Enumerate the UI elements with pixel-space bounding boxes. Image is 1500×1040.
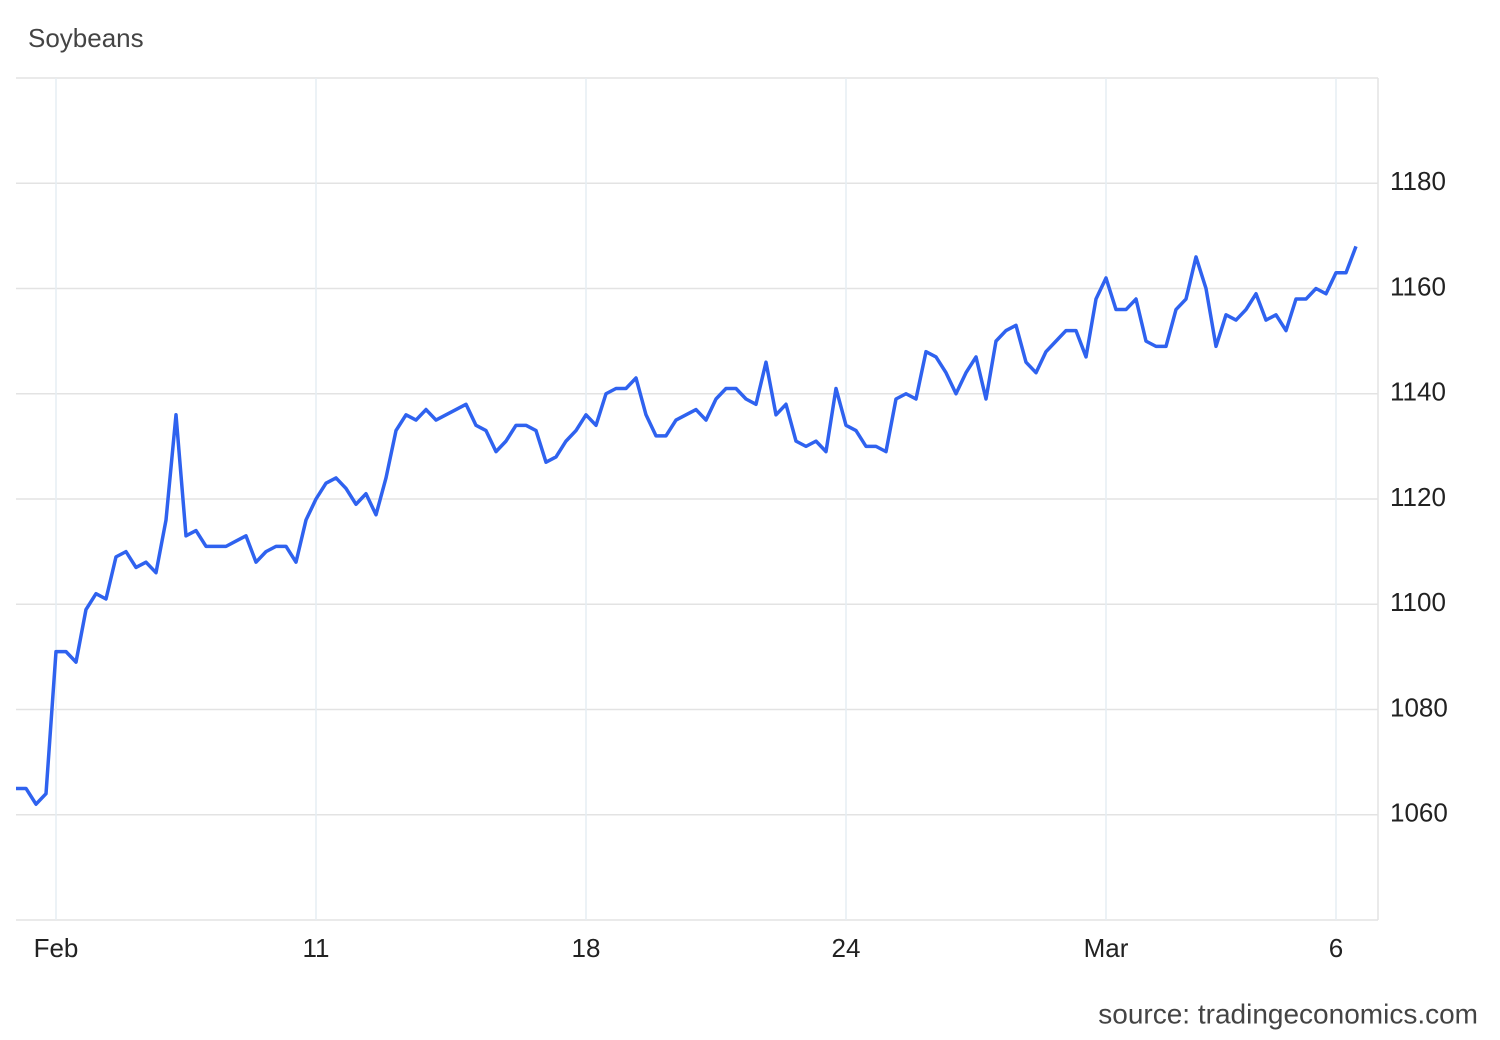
y-tick-label: 1120: [1390, 482, 1446, 512]
x-tick-label: 11: [303, 933, 330, 963]
y-tick-label: 1080: [1390, 692, 1448, 722]
y-tick-label: 1180: [1390, 166, 1446, 196]
source-note: source: tradingeconomics.com: [1098, 998, 1478, 1029]
x-tick-label: Mar: [1084, 933, 1129, 963]
y-tick-label: 1060: [1390, 798, 1448, 828]
x-tick-label: Feb: [34, 933, 79, 963]
chart-title: Soybeans: [28, 23, 144, 53]
x-tick-label: 24: [832, 933, 861, 963]
x-tick-label: 6: [1329, 933, 1343, 963]
data-line: [16, 245, 1358, 806]
y-tick-label: 1160: [1390, 271, 1446, 301]
y-tick-label: 1140: [1390, 377, 1446, 407]
x-tick-label: 18: [572, 933, 601, 963]
y-tick-label: 1100: [1390, 587, 1446, 617]
